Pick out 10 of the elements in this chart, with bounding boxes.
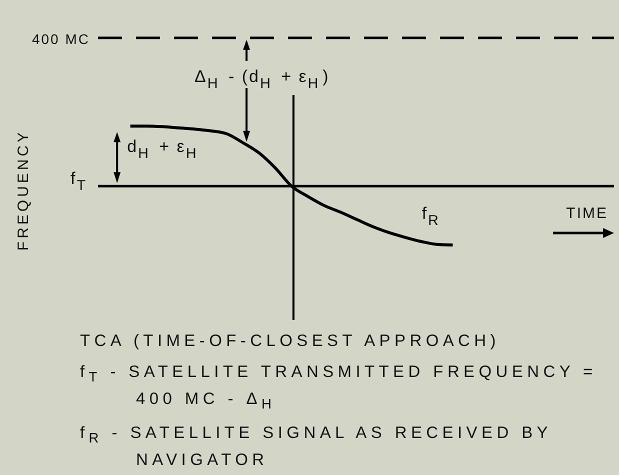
- ref-line-label: f$_{T}$: [70, 169, 88, 194]
- x-axis-title: TIME: [566, 205, 608, 222]
- series-label: f$_{R}$: [422, 204, 440, 230]
- ref-line-label: 400 MC: [32, 30, 90, 47]
- text: TCA (TIME-OF-CLOSEST APPROACH): [80, 331, 501, 352]
- text: f$_{T}$ - SATELLITE TRANSMITTED FREQUENCY = 400 MC - Δ$_{H}$: [80, 362, 598, 414]
- text: f$_{R}$ - SATELLITE SIGNAL AS RECEIVED BY NAVIGATOR: [80, 422, 553, 471]
- text: Δ$_{H}$ - (d$_{H}$ + ε$_{H}$): [194, 67, 330, 92]
- annotation: d$_{H}$ + ε$_{H}$: [127, 137, 198, 162]
- y-axis-title: FREQUENCY: [15, 129, 32, 251]
